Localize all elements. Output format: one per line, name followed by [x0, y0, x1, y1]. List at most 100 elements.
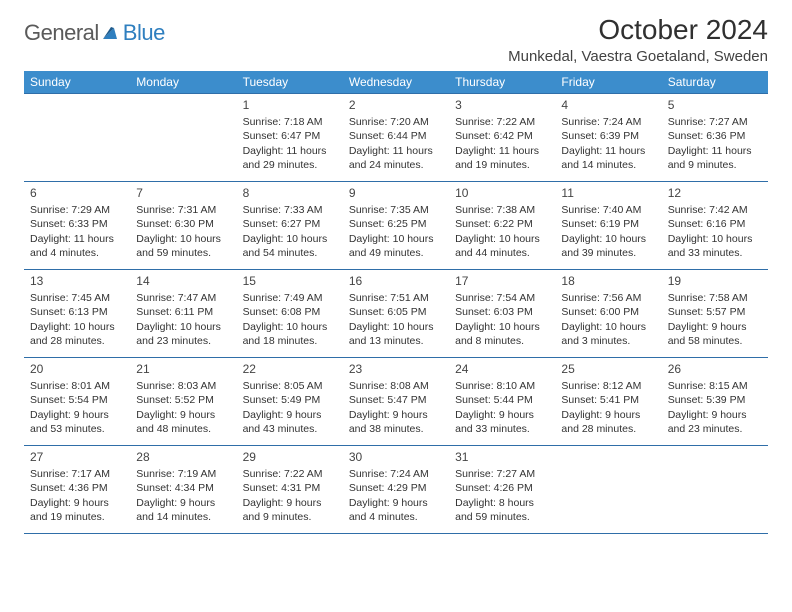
sunrise-line: Sunrise: 7:40 AM — [561, 203, 655, 217]
sunrise-line: Sunrise: 8:05 AM — [243, 379, 337, 393]
day-header: Wednesday — [343, 71, 449, 94]
sunset-line: Sunset: 6:08 PM — [243, 305, 337, 319]
day-number: 19 — [668, 273, 762, 289]
title-block: October 2024 Munkedal, Vaestra Goetaland… — [508, 14, 768, 65]
sunrise-line: Sunrise: 7:38 AM — [455, 203, 549, 217]
calendar-day-cell: 14Sunrise: 7:47 AMSunset: 6:11 PMDayligh… — [130, 270, 236, 358]
daylight-line: Daylight: 9 hours and 33 minutes. — [455, 408, 549, 436]
sunrise-line: Sunrise: 8:10 AM — [455, 379, 549, 393]
calendar-day-cell: 15Sunrise: 7:49 AMSunset: 6:08 PMDayligh… — [237, 270, 343, 358]
daylight-line: Daylight: 8 hours and 59 minutes. — [455, 496, 549, 524]
calendar-day-cell: 7Sunrise: 7:31 AMSunset: 6:30 PMDaylight… — [130, 182, 236, 270]
day-number: 6 — [30, 185, 124, 201]
location-text: Munkedal, Vaestra Goetaland, Sweden — [508, 48, 768, 65]
sunrise-line: Sunrise: 7:24 AM — [349, 467, 443, 481]
sunset-line: Sunset: 6:11 PM — [136, 305, 230, 319]
sunset-line: Sunset: 5:47 PM — [349, 393, 443, 407]
sunset-line: Sunset: 5:41 PM — [561, 393, 655, 407]
calendar-day-cell: 9Sunrise: 7:35 AMSunset: 6:25 PMDaylight… — [343, 182, 449, 270]
day-number: 29 — [243, 449, 337, 465]
sunrise-line: Sunrise: 7:19 AM — [136, 467, 230, 481]
sunset-line: Sunset: 5:49 PM — [243, 393, 337, 407]
daylight-line: Daylight: 10 hours and 18 minutes. — [243, 320, 337, 348]
sunrise-line: Sunrise: 7:31 AM — [136, 203, 230, 217]
day-number: 25 — [561, 361, 655, 377]
day-header: Sunday — [24, 71, 130, 94]
calendar-empty-cell — [130, 94, 236, 182]
day-header: Tuesday — [237, 71, 343, 94]
day-number: 10 — [455, 185, 549, 201]
calendar-day-cell: 18Sunrise: 7:56 AMSunset: 6:00 PMDayligh… — [555, 270, 661, 358]
day-number: 7 — [136, 185, 230, 201]
calendar-week-row: 27Sunrise: 7:17 AMSunset: 4:36 PMDayligh… — [24, 446, 768, 534]
sunset-line: Sunset: 4:31 PM — [243, 481, 337, 495]
sunset-line: Sunset: 4:34 PM — [136, 481, 230, 495]
sunrise-line: Sunrise: 7:17 AM — [30, 467, 124, 481]
day-number: 9 — [349, 185, 443, 201]
sunset-line: Sunset: 6:44 PM — [349, 129, 443, 143]
sunset-line: Sunset: 6:22 PM — [455, 217, 549, 231]
sunset-line: Sunset: 6:13 PM — [30, 305, 124, 319]
sunrise-line: Sunrise: 7:35 AM — [349, 203, 443, 217]
day-number: 4 — [561, 97, 655, 113]
calendar-day-cell: 12Sunrise: 7:42 AMSunset: 6:16 PMDayligh… — [662, 182, 768, 270]
calendar-day-cell: 19Sunrise: 7:58 AMSunset: 5:57 PMDayligh… — [662, 270, 768, 358]
sunrise-line: Sunrise: 7:42 AM — [668, 203, 762, 217]
logo-text-general: General — [24, 20, 99, 46]
daylight-line: Daylight: 11 hours and 29 minutes. — [243, 144, 337, 172]
sunrise-line: Sunrise: 7:22 AM — [243, 467, 337, 481]
day-number: 2 — [349, 97, 443, 113]
sunset-line: Sunset: 5:54 PM — [30, 393, 124, 407]
calendar-day-cell: 5Sunrise: 7:27 AMSunset: 6:36 PMDaylight… — [662, 94, 768, 182]
calendar-day-cell: 28Sunrise: 7:19 AMSunset: 4:34 PMDayligh… — [130, 446, 236, 534]
calendar-week-row: 20Sunrise: 8:01 AMSunset: 5:54 PMDayligh… — [24, 358, 768, 446]
calendar-day-cell: 10Sunrise: 7:38 AMSunset: 6:22 PMDayligh… — [449, 182, 555, 270]
sunrise-line: Sunrise: 7:51 AM — [349, 291, 443, 305]
daylight-line: Daylight: 9 hours and 4 minutes. — [349, 496, 443, 524]
calendar-body: 1Sunrise: 7:18 AMSunset: 6:47 PMDaylight… — [24, 94, 768, 534]
sunset-line: Sunset: 4:29 PM — [349, 481, 443, 495]
calendar-day-cell: 21Sunrise: 8:03 AMSunset: 5:52 PMDayligh… — [130, 358, 236, 446]
sunrise-line: Sunrise: 7:49 AM — [243, 291, 337, 305]
sunset-line: Sunset: 6:03 PM — [455, 305, 549, 319]
calendar-table: SundayMondayTuesdayWednesdayThursdayFrid… — [24, 71, 768, 534]
month-title: October 2024 — [508, 14, 768, 46]
day-number: 1 — [243, 97, 337, 113]
sunset-line: Sunset: 6:39 PM — [561, 129, 655, 143]
daylight-line: Daylight: 10 hours and 3 minutes. — [561, 320, 655, 348]
calendar-day-cell: 24Sunrise: 8:10 AMSunset: 5:44 PMDayligh… — [449, 358, 555, 446]
daylight-line: Daylight: 9 hours and 43 minutes. — [243, 408, 337, 436]
calendar-day-cell: 8Sunrise: 7:33 AMSunset: 6:27 PMDaylight… — [237, 182, 343, 270]
day-number: 30 — [349, 449, 443, 465]
sunrise-line: Sunrise: 7:58 AM — [668, 291, 762, 305]
calendar-day-cell: 26Sunrise: 8:15 AMSunset: 5:39 PMDayligh… — [662, 358, 768, 446]
calendar-day-cell: 17Sunrise: 7:54 AMSunset: 6:03 PMDayligh… — [449, 270, 555, 358]
day-number: 3 — [455, 97, 549, 113]
sunrise-line: Sunrise: 7:47 AM — [136, 291, 230, 305]
sunrise-line: Sunrise: 7:24 AM — [561, 115, 655, 129]
day-number: 16 — [349, 273, 443, 289]
calendar-day-cell: 22 Sunrise: 8:05 AMSunset: 5:49 PMDayligh… — [237, 358, 343, 446]
sunrise-line: Sunrise: 7:22 AM — [455, 115, 549, 129]
sunrise-line: Sunrise: 7:27 AM — [668, 115, 762, 129]
calendar-week-row: 13Sunrise: 7:45 AMSunset: 6:13 PMDayligh… — [24, 270, 768, 358]
daylight-line: Daylight: 9 hours and 53 minutes. — [30, 408, 124, 436]
sunrise-line: Sunrise: 7:29 AM — [30, 203, 124, 217]
calendar-day-cell: 16Sunrise: 7:51 AMSunset: 6:05 PMDayligh… — [343, 270, 449, 358]
calendar-day-cell: 1Sunrise: 7:18 AMSunset: 6:47 PMDaylight… — [237, 94, 343, 182]
day-number: 24 — [455, 361, 549, 377]
sunrise-line: Sunrise: 8:15 AM — [668, 379, 762, 393]
day-number: 12 — [668, 185, 762, 201]
sunset-line: Sunset: 6:25 PM — [349, 217, 443, 231]
sunrise-line: Sunrise: 8:03 AM — [136, 379, 230, 393]
calendar-day-cell: 13Sunrise: 7:45 AMSunset: 6:13 PMDayligh… — [24, 270, 130, 358]
sunset-line: Sunset: 6:47 PM — [243, 129, 337, 143]
day-number: 5 — [668, 97, 762, 113]
calendar-day-cell: 11Sunrise: 7:40 AMSunset: 6:19 PMDayligh… — [555, 182, 661, 270]
day-number: 14 — [136, 273, 230, 289]
day-header: Saturday — [662, 71, 768, 94]
logo-text-blue: Blue — [123, 20, 165, 46]
day-number: 20 — [30, 361, 124, 377]
sunset-line: Sunset: 5:57 PM — [668, 305, 762, 319]
day-number: 22 — [243, 361, 337, 377]
